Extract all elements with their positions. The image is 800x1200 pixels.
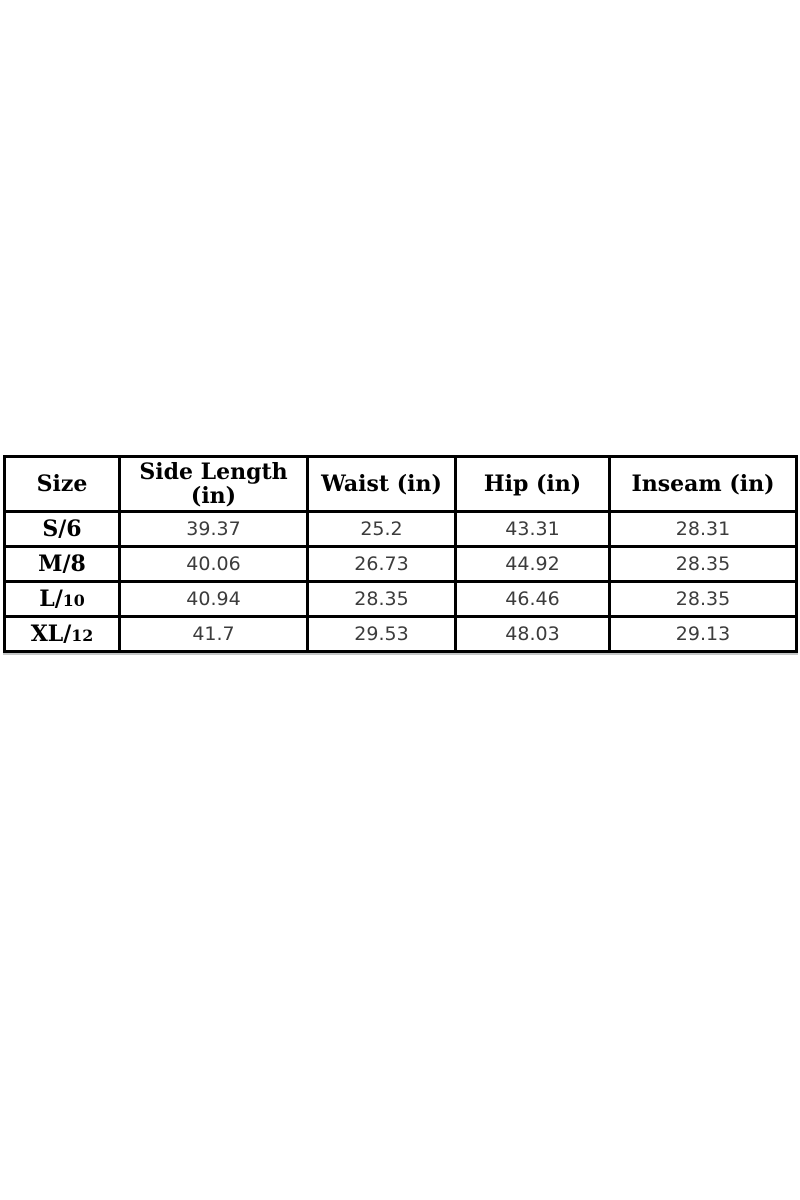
measurement-cell: 46.46 <box>454 580 611 618</box>
size-chart-row: XL/12 41.7 29.53 48.03 29.13 <box>3 615 798 653</box>
column-header-inseam-label: Inseam (in) <box>631 470 775 497</box>
measurement-cell: 43.31 <box>454 510 611 548</box>
measurement-cell: 40.94 <box>118 580 309 618</box>
column-header-hip: Hip (in) <box>454 455 611 513</box>
measurement-value: 44.92 <box>505 553 560 575</box>
size-cell: XL/12 <box>3 615 121 653</box>
measurement-value: 28.35 <box>675 553 731 575</box>
measurement-cell: 28.31 <box>608 510 798 548</box>
column-header-size-label: Size <box>36 470 88 497</box>
measurement-value: 29.53 <box>354 623 409 645</box>
measurement-cell: 29.53 <box>306 615 457 653</box>
size-cell: L/10 <box>3 580 121 618</box>
size-label: XL/12 <box>30 621 94 647</box>
measurement-value: 25.2 <box>360 518 403 540</box>
measurement-cell: 28.35 <box>608 545 798 583</box>
size-chart-row: M/8 40.06 26.73 44.92 28.35 <box>3 545 798 583</box>
measurement-value: 28.35 <box>675 588 731 610</box>
size-chart-header-row: Size Side Length (in) Waist (in) Hip (in… <box>3 455 798 513</box>
measurement-value: 41.7 <box>192 623 235 645</box>
size-chart-row: S/6 39.37 25.2 43.31 28.31 <box>3 510 798 548</box>
column-header-side-length-label: Side Length (in) <box>139 458 288 509</box>
measurement-cell: 26.73 <box>306 545 457 583</box>
measurement-cell: 41.7 <box>118 615 309 653</box>
measurement-cell: 25.2 <box>306 510 457 548</box>
measurement-value: 28.35 <box>354 588 409 610</box>
measurement-cell: 28.35 <box>306 580 457 618</box>
measurement-cell: 44.92 <box>454 545 611 583</box>
size-label: M/8 <box>38 551 86 577</box>
measurement-value: 26.73 <box>354 553 409 575</box>
measurement-cell: 40.06 <box>118 545 309 583</box>
measurement-value: 48.03 <box>505 623 560 645</box>
measurement-value: 43.31 <box>505 518 560 540</box>
measurement-value: 29.13 <box>675 623 731 645</box>
measurement-cell: 48.03 <box>454 615 611 653</box>
size-chart-row: L/10 40.94 28.35 46.46 28.35 <box>3 580 798 618</box>
column-header-waist: Waist (in) <box>306 455 457 513</box>
size-label: S/6 <box>42 516 82 542</box>
measurement-cell: 39.37 <box>118 510 309 548</box>
column-header-waist-label: Waist (in) <box>321 470 442 497</box>
measurement-cell: 28.35 <box>608 580 798 618</box>
measurement-value: 28.31 <box>675 518 731 540</box>
measurement-cell: 29.13 <box>608 615 798 653</box>
size-chart-body: S/6 39.37 25.2 43.31 28.31 M/8 40.06 26.73 44.92… <box>3 510 798 653</box>
measurement-value: 40.94 <box>186 588 241 610</box>
column-header-inseam: Inseam (in) <box>608 455 798 513</box>
column-header-hip-label: Hip (in) <box>483 470 582 497</box>
size-cell: S/6 <box>3 510 121 548</box>
measurement-value: 40.06 <box>186 553 241 575</box>
column-header-size: Size <box>3 455 121 513</box>
size-label: L/10 <box>39 586 85 612</box>
size-cell: M/8 <box>3 545 121 583</box>
column-header-side-length: Side Length (in) <box>118 455 309 513</box>
size-chart-table: Size Side Length (in) Waist (in) Hip (in… <box>3 455 798 653</box>
measurement-value: 39.37 <box>186 518 241 540</box>
measurement-value: 46.46 <box>505 588 560 610</box>
